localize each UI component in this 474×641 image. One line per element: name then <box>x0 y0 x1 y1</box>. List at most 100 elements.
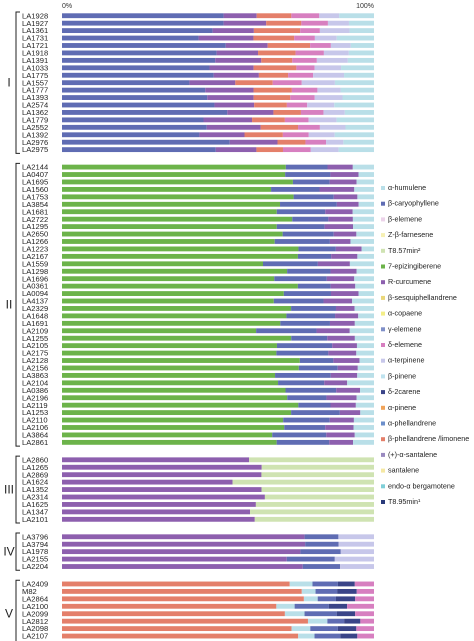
bar-segment <box>329 439 354 445</box>
accession-label: LA0386 <box>22 386 48 395</box>
bar-segment <box>356 343 374 349</box>
bar-segment <box>62 283 298 289</box>
bar-segment <box>310 147 339 153</box>
legend-entry: R-curcumene <box>388 277 431 286</box>
bar-segment <box>280 320 330 326</box>
bar-segment <box>307 618 328 624</box>
bar-segment <box>285 387 337 393</box>
accession-label: LA3794 <box>22 540 48 549</box>
bar-segment <box>297 283 331 289</box>
bar-segment <box>344 110 374 115</box>
bar-segment <box>62 402 299 408</box>
bar-segment <box>310 43 331 48</box>
bar-segment <box>229 139 278 145</box>
legend-swatch <box>381 217 385 222</box>
group-label: II <box>6 298 13 312</box>
accession-label: LA0361 <box>22 282 48 291</box>
bar-segment <box>334 132 374 138</box>
bar-segment <box>353 425 374 430</box>
bar-segment <box>357 633 374 639</box>
legend-swatch <box>381 343 385 347</box>
bar-segment <box>256 328 317 334</box>
bar-segment <box>339 13 374 19</box>
bar-segment <box>326 139 344 145</box>
bar-segment <box>353 224 374 230</box>
bar-segment <box>361 246 374 252</box>
legend-entry: δ-2carene <box>388 387 420 396</box>
bar-segment <box>297 253 332 259</box>
bar-segment <box>354 320 374 326</box>
bar-segment <box>62 306 292 311</box>
accession-label: LA2119 <box>22 401 48 410</box>
group-bracket <box>15 532 20 571</box>
bar-segment <box>244 132 283 138</box>
bar-segment <box>326 395 357 401</box>
bar-segment <box>62 20 224 26</box>
bar-segment <box>360 410 374 416</box>
bar-segment <box>325 209 353 215</box>
accession-label: LA1392 <box>22 130 48 139</box>
accession-label: LA2175 <box>22 349 48 358</box>
accession-label: LA2104 <box>22 378 48 387</box>
bar-segment <box>349 28 374 34</box>
bar-segment <box>350 239 374 244</box>
bar-segment <box>62 179 293 185</box>
bar-segment <box>62 549 301 555</box>
bar-segment <box>300 549 341 555</box>
bar-segment <box>198 35 254 41</box>
bar-segment <box>189 80 236 86</box>
bar-segment <box>276 603 295 609</box>
bar-segment <box>354 276 374 282</box>
bar-segment <box>352 216 374 222</box>
accession-label: LA2204 <box>22 562 48 571</box>
accession-label: LA2574 <box>22 101 48 110</box>
bar-segment <box>287 268 331 274</box>
accession-label: LA1559 <box>22 259 48 268</box>
accession-label: LA2128 <box>22 356 48 365</box>
group-label: III <box>4 483 14 497</box>
accession-label: LA1625 <box>22 500 48 509</box>
accession-label: LA1927 <box>22 19 48 28</box>
bar-segment <box>215 57 262 63</box>
group-bracket <box>15 455 20 524</box>
bar-segment <box>347 603 374 609</box>
bar-segment <box>62 365 299 371</box>
bar-segment <box>62 117 204 123</box>
bar-segment <box>357 365 374 371</box>
bar-segment <box>319 13 340 19</box>
bar-segment <box>62 216 293 222</box>
bar-segment <box>298 633 315 639</box>
bar-segment <box>292 57 317 63</box>
bar-segment <box>308 132 335 138</box>
accession-label: LA2156 <box>22 364 48 373</box>
bar-segment <box>304 611 337 617</box>
accession-label: LA2106 <box>22 423 48 432</box>
bar-segment <box>62 246 299 252</box>
bar-segment <box>276 439 330 445</box>
bar-segment <box>303 596 318 602</box>
bar-segment <box>298 365 338 371</box>
bar-segment <box>260 124 299 130</box>
legend-entry: Z-β-farnesene <box>388 230 433 239</box>
bar-segment <box>62 268 288 274</box>
accession-label: LA1777 <box>22 86 48 95</box>
bar-segment <box>353 439 374 445</box>
bar-segment <box>282 132 309 138</box>
bar-segment <box>337 588 357 594</box>
accession-label: LA1681 <box>22 207 48 216</box>
bar-segment <box>62 80 190 86</box>
legend-entry: (+)-α-santalene <box>388 450 437 459</box>
bar-segment <box>354 581 374 587</box>
bar-segment <box>326 276 355 282</box>
bar-segment <box>340 87 374 93</box>
bar-segment <box>307 102 335 108</box>
bar-segment <box>253 95 291 100</box>
legend-entry: α-humulene <box>388 183 426 192</box>
accession-label: LA1753 <box>22 192 48 201</box>
legend-entry: α-phellandrene <box>388 419 436 428</box>
bar-segment <box>356 231 374 237</box>
accession-label: LA1255 <box>22 334 48 343</box>
accession-label: LA2099 <box>22 609 48 618</box>
accession-label: LA3864 <box>22 431 48 440</box>
bar-segment <box>342 95 374 100</box>
